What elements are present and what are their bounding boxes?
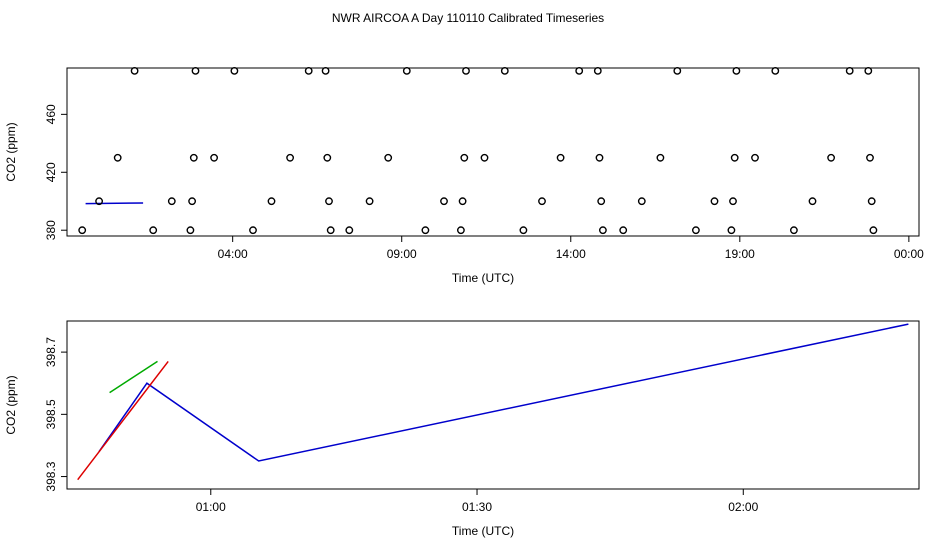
- top-data-point-10: [210, 153, 219, 162]
- top-x-tick-label-4: 00:00: [894, 247, 924, 261]
- bottom-series-line-1: [77, 360, 169, 481]
- bottom-x-tick-label-0: 01:00: [196, 500, 226, 514]
- top-data-point-0: [78, 226, 87, 235]
- top-y-tick-label-1: 420: [44, 162, 58, 182]
- bottom-x-tick-label-1: 01:30: [462, 500, 492, 514]
- top-data-point-22: [384, 153, 393, 162]
- top-y-tick-label-2: 460: [44, 104, 58, 124]
- top-data-point-50: [751, 153, 759, 162]
- top-data-point-43: [673, 67, 682, 75]
- top-data-point-20: [345, 226, 354, 235]
- top-data-point-2: [113, 153, 122, 162]
- top-data-point-24: [421, 226, 430, 235]
- top-data-point-15: [304, 67, 313, 75]
- top-data-point-18: [325, 197, 333, 206]
- top-data-point-56: [864, 67, 873, 75]
- top-data-point-41: [637, 197, 646, 206]
- top-data-point-53: [808, 197, 817, 206]
- top-data-point-32: [519, 226, 528, 235]
- top-data-point-29: [462, 67, 470, 75]
- bottom-x-axis-label: Time (UTC): [452, 524, 514, 538]
- top-data-point-1: [95, 197, 104, 206]
- top-x-tick-label-1: 09:00: [387, 247, 417, 261]
- top-x-axis-label: Time (UTC): [452, 271, 514, 285]
- top-data-point-23: [402, 67, 411, 75]
- top-data-point-33: [538, 197, 546, 206]
- top-x-tick-label-0: 04:00: [218, 247, 248, 261]
- bottom-plot-frame: [66, 320, 920, 490]
- top-panel: 04:00 09:00 14:00 19:00 00:00 380 420 460 Time…: [4, 67, 924, 285]
- top-data-point-5: [167, 197, 176, 206]
- top-data-point-49: [732, 67, 741, 75]
- top-data-point-34: [556, 153, 565, 162]
- top-plot-frame: [66, 67, 920, 237]
- top-data-point-16: [321, 67, 330, 75]
- top-data-point-6: [186, 226, 195, 235]
- bottom-y-tick-label-2: 398.7: [44, 337, 58, 367]
- top-data-point-31: [500, 67, 509, 75]
- bottom-series-line-2: [109, 360, 158, 394]
- top-data-point-55: [845, 67, 854, 75]
- bottom-y-tick-label-1: 398.5: [44, 399, 58, 429]
- top-data-point-40: [619, 226, 628, 235]
- top-data-point-51: [771, 67, 780, 75]
- top-data-point-7: [188, 197, 197, 206]
- top-data-point-11: [230, 67, 239, 75]
- top-y-tick-label-0: 380: [44, 220, 58, 240]
- top-data-point-14: [286, 153, 294, 162]
- top-data-point-17: [323, 153, 332, 162]
- top-data-point-44: [692, 226, 700, 235]
- top-data-point-47: [729, 197, 737, 206]
- bottom-y-axis-label: CO2 (ppm): [4, 375, 18, 434]
- top-data-point-48: [730, 153, 739, 162]
- bottom-panel: 01:00 01:30 02:00 398.3 398.5 398.7 Time (UT…: [4, 320, 920, 538]
- top-data-point-38: [597, 197, 606, 206]
- top-data-point-52: [790, 226, 798, 235]
- top-data-point-12: [249, 226, 257, 235]
- top-data-point-57: [866, 153, 874, 162]
- bottom-y-tick-label-0: 398.3: [44, 461, 58, 491]
- top-data-point-26: [456, 226, 465, 235]
- top-data-point-54: [827, 153, 835, 162]
- top-data-point-58: [867, 197, 876, 206]
- top-x-tick-label-2: 14:00: [556, 247, 586, 261]
- bottom-series-line-0: [98, 323, 909, 462]
- top-data-point-46: [727, 226, 736, 235]
- top-data-point-27: [458, 197, 467, 206]
- top-data-point-13: [267, 197, 276, 206]
- top-data-point-39: [599, 226, 607, 235]
- top-data-point-35: [575, 67, 584, 75]
- top-data-point-59: [869, 226, 878, 235]
- top-data-point-37: [595, 153, 604, 162]
- top-data-point-9: [191, 67, 200, 75]
- top-data-point-36: [593, 67, 602, 75]
- top-data-point-8: [189, 153, 198, 162]
- top-data-point-4: [149, 226, 158, 235]
- bottom-x-tick-label-2: 02:00: [728, 500, 758, 514]
- top-data-point-28: [460, 153, 469, 162]
- top-x-tick-label-3: 19:00: [725, 247, 755, 261]
- top-data-point-3: [130, 67, 139, 75]
- top-series-line-0: [85, 202, 144, 205]
- top-data-point-19: [326, 226, 335, 235]
- top-data-point-21: [365, 197, 374, 206]
- top-data-point-45: [710, 197, 719, 206]
- top-data-point-30: [480, 153, 489, 162]
- chart-title: NWR AIRCOA A Day 110110 Calibrated Times…: [332, 11, 604, 25]
- top-y-axis-label: CO2 (ppm): [4, 122, 18, 181]
- top-data-point-42: [656, 153, 665, 162]
- top-data-point-25: [440, 197, 448, 206]
